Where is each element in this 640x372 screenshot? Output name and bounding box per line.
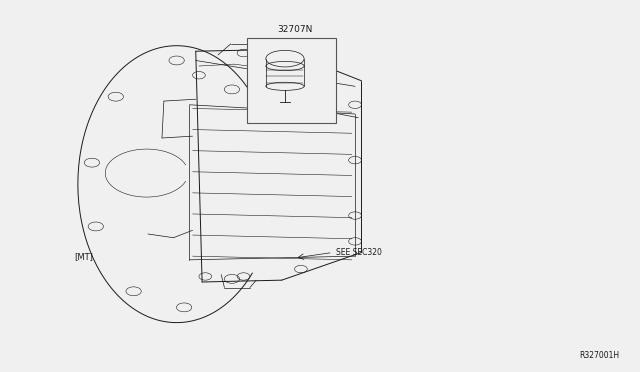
- Text: [MT]: [MT]: [75, 251, 93, 261]
- Text: R327001H: R327001H: [579, 350, 620, 359]
- Text: 32707N: 32707N: [277, 25, 312, 34]
- Text: SEE SEC320: SEE SEC320: [336, 248, 382, 257]
- Bar: [246, 38, 336, 123]
